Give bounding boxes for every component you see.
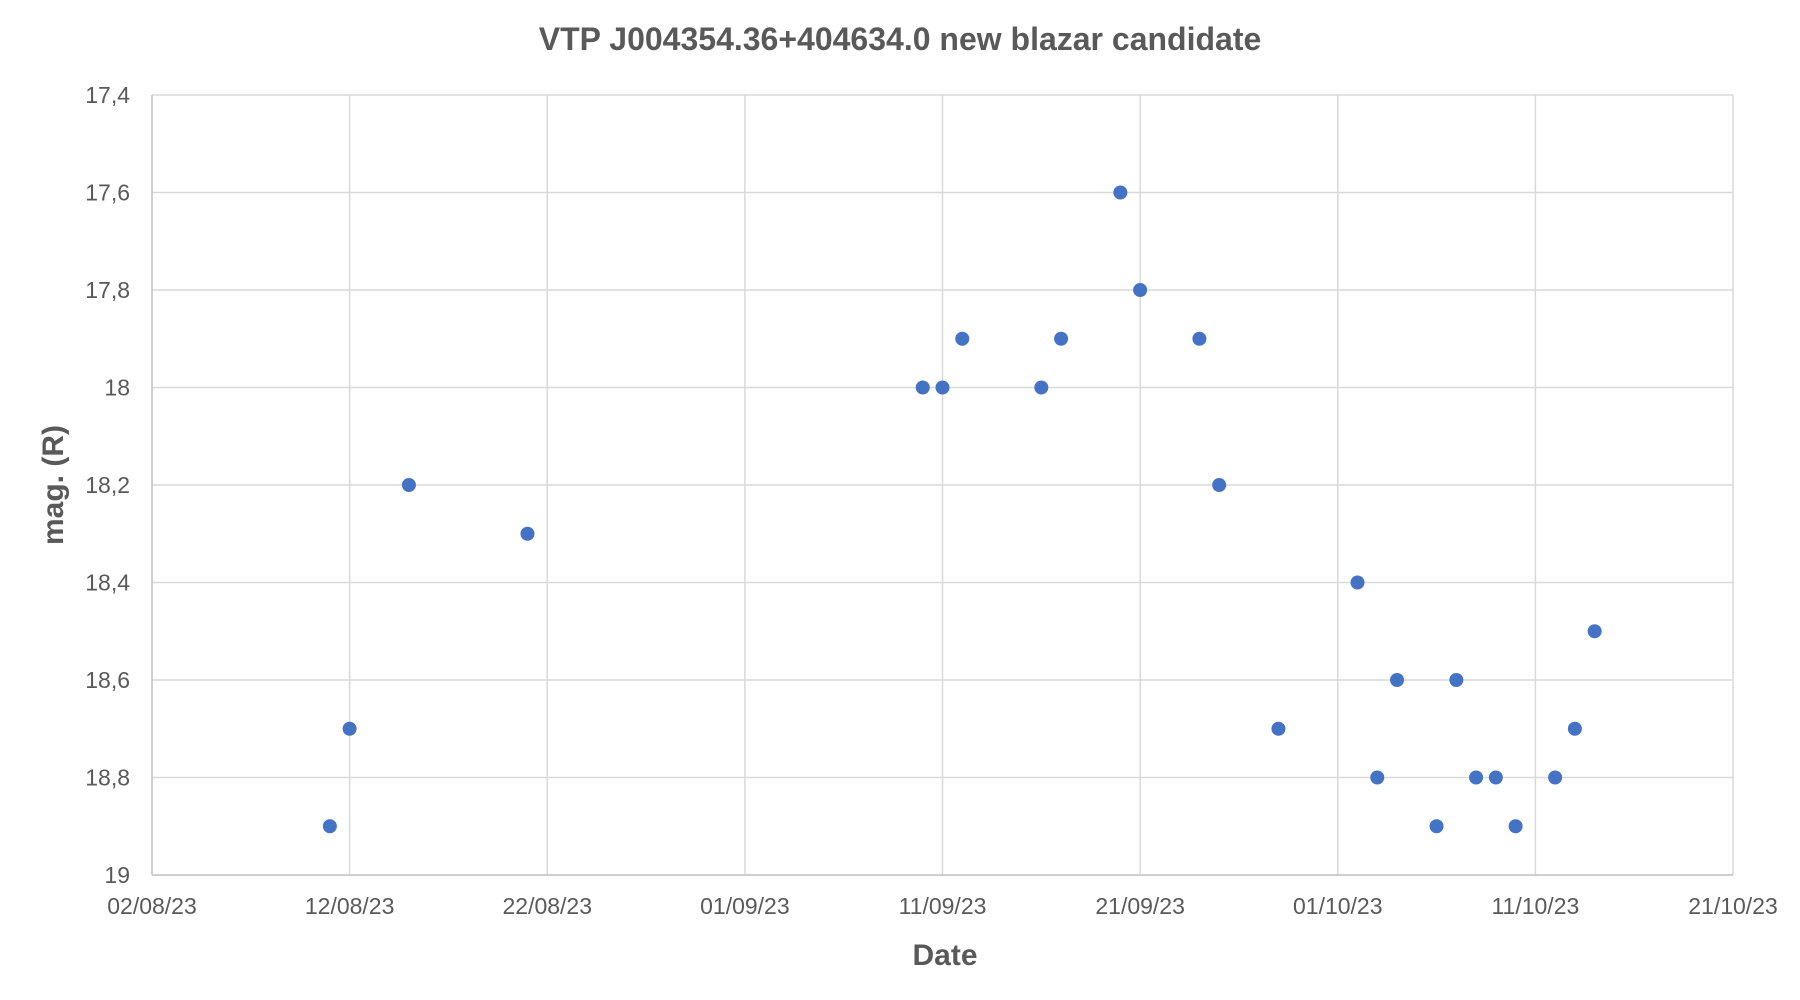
- x-tick-label: 11/09/23: [899, 893, 987, 919]
- x-axis-title: Date: [912, 939, 977, 972]
- y-tick-label: 17,4: [85, 82, 130, 108]
- chart-title: VTP J004354.36+404634.0 new blazar candi…: [539, 21, 1262, 57]
- data-point: [401, 478, 416, 492]
- y-tick-label: 18,4: [85, 570, 130, 596]
- data-point: [1113, 185, 1128, 200]
- data-point: [1133, 283, 1148, 297]
- data-point: [1192, 331, 1207, 346]
- x-tick-label: 02/08/23: [107, 893, 197, 919]
- y-tick-label: 18,8: [85, 765, 130, 791]
- data-point: [520, 526, 535, 541]
- data-point: [1212, 478, 1227, 492]
- data-point: [1488, 770, 1503, 785]
- x-tick-label: 22/08/23: [502, 893, 592, 919]
- data-point: [322, 819, 337, 834]
- y-tick-labels: 17,4 17,6 17,8 18 18,2 18,4 18,6 18,8 19: [85, 82, 130, 888]
- data-point: [1390, 673, 1405, 687]
- x-tick-label: 12/08/23: [305, 893, 395, 919]
- data-point: [1370, 770, 1385, 785]
- data-point: [1587, 624, 1602, 639]
- x-tick-labels: 02/08/23 12/08/23 22/08/23 01/09/23 11/09/23…: [107, 893, 1778, 919]
- y-tick-label: 17,6: [85, 180, 130, 206]
- x-tick-label: 21/09/23: [1095, 893, 1185, 919]
- x-tick-label: 01/10/23: [1293, 893, 1383, 919]
- data-point: [1034, 380, 1049, 395]
- y-tick-label: 18,2: [85, 472, 130, 498]
- data-point: [342, 721, 357, 736]
- data-point: [1350, 575, 1365, 590]
- y-axis-title: mag. (R): [37, 425, 70, 545]
- data-point: [1469, 770, 1484, 785]
- data-point: [1429, 819, 1444, 834]
- data-point: [1271, 721, 1286, 736]
- y-tick-label: 17,8: [85, 277, 130, 303]
- y-tick-label: 19: [104, 862, 130, 888]
- y-tick-label: 18: [104, 375, 130, 401]
- data-points: [322, 185, 1602, 834]
- data-point: [915, 380, 930, 395]
- data-point: [1548, 770, 1563, 785]
- data-point: [935, 380, 950, 395]
- axes: [151, 95, 1733, 876]
- x-tick-label: 01/09/23: [700, 893, 790, 919]
- y-tick-label: 18,6: [85, 667, 130, 693]
- data-point: [1567, 721, 1582, 736]
- x-tick-label: 11/10/23: [1491, 893, 1579, 919]
- data-point: [1449, 673, 1464, 687]
- x-tick-label: 21/10/23: [1688, 893, 1778, 919]
- data-point: [955, 331, 970, 346]
- gridlines: [152, 94, 1734, 875]
- data-point: [1054, 331, 1069, 346]
- data-point: [1508, 819, 1523, 834]
